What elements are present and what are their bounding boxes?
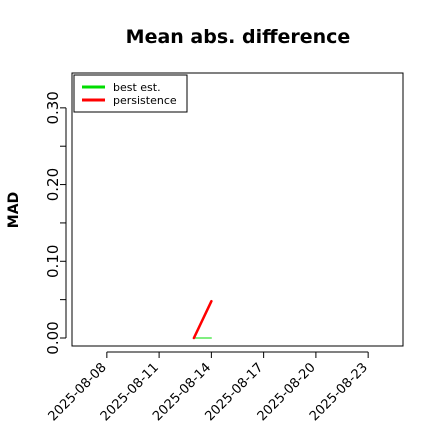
plot-area: [71, 72, 404, 347]
legend: best est.persistence: [73, 74, 188, 113]
legend-label: best est.: [113, 81, 161, 94]
x-axis: 2025-08-082025-08-112025-08-142025-08-17…: [46, 351, 371, 424]
y-tick-label: 0.30: [44, 91, 62, 124]
legend-box: [73, 74, 188, 113]
legend-label: persistence: [113, 94, 177, 107]
series-group: [192, 299, 213, 340]
chart-title: Mean abs. difference: [126, 26, 351, 48]
y-axis-label: MAD: [6, 192, 22, 228]
y-tick-label: 0.10: [44, 245, 62, 278]
y-tick-label: 0.00: [44, 321, 62, 354]
y-tick-label: 0.20: [44, 168, 62, 201]
y-axis: 0.00 0.10 0.20 0.30: [44, 91, 67, 355]
series-line-persistence: [192, 299, 213, 340]
